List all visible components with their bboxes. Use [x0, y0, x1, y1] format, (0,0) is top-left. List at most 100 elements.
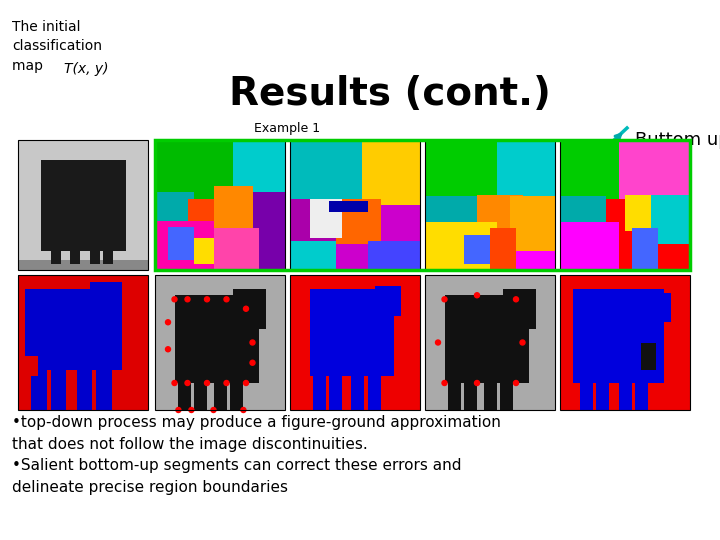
Circle shape — [172, 297, 177, 302]
Bar — [233, 140, 285, 192]
Circle shape — [176, 408, 181, 413]
Circle shape — [204, 381, 210, 386]
Text: Buttom up: Buttom up — [635, 131, 720, 149]
Bar — [290, 275, 420, 410]
Bar — [425, 140, 516, 199]
Circle shape — [442, 297, 447, 302]
Bar — [214, 380, 227, 410]
Text: T(x, y): T(x, y) — [64, 62, 109, 76]
Bar — [233, 288, 266, 329]
Bar — [179, 380, 192, 410]
Bar — [560, 275, 690, 410]
Bar — [560, 140, 690, 270]
Circle shape — [224, 297, 229, 302]
Bar — [351, 372, 364, 410]
Bar — [368, 375, 381, 410]
Circle shape — [243, 306, 248, 311]
Bar — [155, 221, 214, 270]
Bar — [18, 260, 148, 270]
Bar — [618, 140, 690, 199]
Text: Example 1: Example 1 — [254, 122, 320, 135]
Bar — [631, 228, 657, 270]
Bar — [490, 228, 516, 270]
Bar — [641, 342, 656, 369]
Bar — [425, 140, 555, 270]
Text: The initial
classification
map: The initial classification map — [12, 20, 102, 73]
Circle shape — [189, 408, 194, 413]
Bar — [290, 241, 336, 270]
Circle shape — [243, 381, 248, 386]
Bar — [560, 196, 606, 225]
Bar — [374, 286, 400, 315]
Bar — [503, 288, 536, 329]
Bar — [651, 194, 690, 244]
Bar — [214, 228, 259, 270]
Bar — [155, 275, 285, 410]
Bar — [155, 140, 285, 270]
Bar — [580, 376, 593, 410]
Bar — [425, 275, 555, 410]
Bar — [155, 275, 285, 410]
Circle shape — [436, 340, 441, 345]
Bar — [89, 244, 100, 264]
Bar — [155, 140, 240, 199]
Bar — [425, 222, 497, 270]
Bar — [290, 199, 336, 244]
Bar — [444, 295, 529, 383]
Bar — [368, 241, 420, 270]
Circle shape — [250, 340, 255, 345]
Bar — [102, 244, 113, 264]
Bar — [155, 140, 285, 270]
Bar — [336, 199, 381, 244]
Circle shape — [250, 360, 255, 365]
Bar — [560, 222, 618, 270]
Bar — [155, 192, 194, 225]
Bar — [50, 244, 61, 264]
Bar — [638, 140, 690, 192]
Bar — [573, 288, 664, 383]
Circle shape — [513, 381, 518, 386]
Bar — [214, 186, 253, 231]
Bar — [361, 140, 420, 205]
Bar — [50, 366, 66, 410]
Bar — [484, 380, 497, 410]
Bar — [329, 201, 368, 212]
Circle shape — [224, 381, 229, 386]
Bar — [644, 293, 670, 322]
Bar — [42, 159, 126, 251]
Bar — [76, 363, 92, 410]
Bar — [497, 140, 555, 199]
Bar — [187, 199, 220, 225]
Bar — [290, 140, 420, 270]
Bar — [635, 379, 649, 410]
Circle shape — [513, 297, 518, 302]
Bar — [425, 275, 555, 410]
Bar — [464, 235, 490, 264]
Circle shape — [520, 340, 525, 345]
Circle shape — [211, 408, 216, 413]
Circle shape — [204, 297, 210, 302]
Bar — [70, 244, 81, 264]
Bar — [155, 140, 690, 270]
Bar — [560, 140, 631, 199]
Circle shape — [172, 381, 177, 386]
Bar — [449, 380, 462, 410]
Bar — [560, 140, 690, 270]
Circle shape — [166, 347, 171, 352]
Bar — [89, 282, 122, 315]
Bar — [18, 140, 148, 260]
Bar — [500, 380, 513, 410]
Bar — [560, 275, 690, 410]
Circle shape — [166, 320, 171, 325]
Bar — [425, 140, 555, 270]
Circle shape — [442, 381, 447, 386]
Bar — [464, 380, 477, 410]
Bar — [425, 196, 477, 225]
Bar — [290, 140, 420, 205]
Bar — [31, 363, 47, 410]
Bar — [18, 140, 148, 270]
Bar — [18, 275, 148, 410]
Circle shape — [474, 293, 480, 298]
Circle shape — [185, 297, 190, 302]
Bar — [96, 366, 112, 410]
